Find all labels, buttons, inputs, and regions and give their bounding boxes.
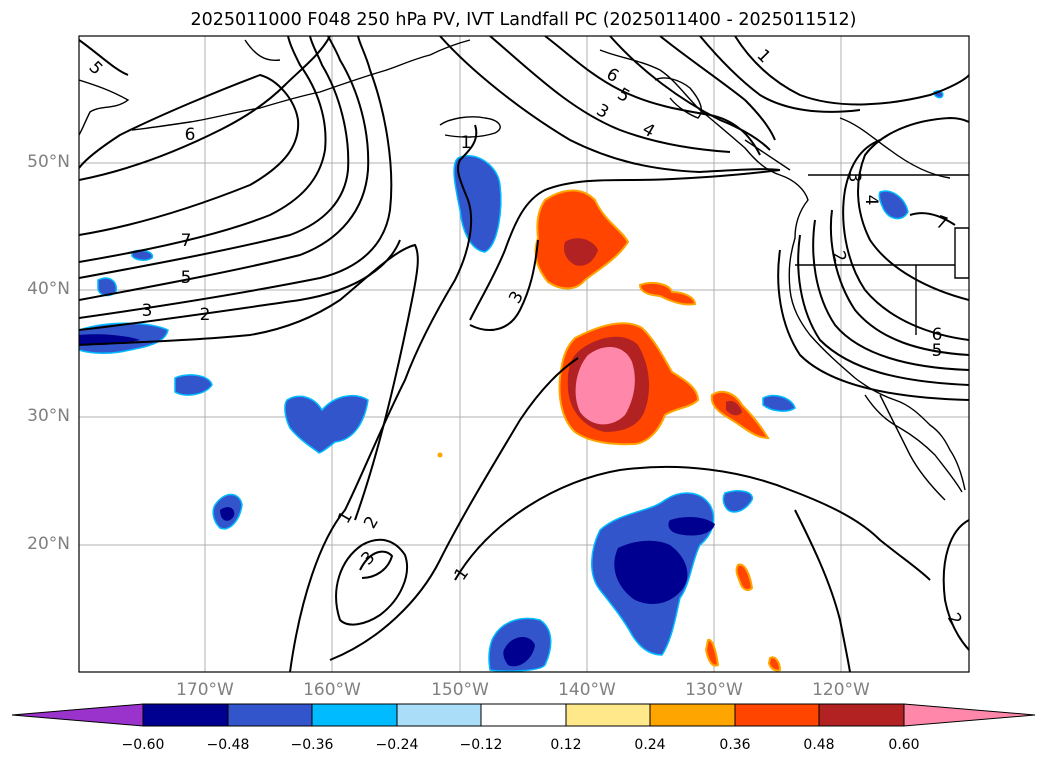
contour-label: 3 bbox=[142, 301, 153, 321]
contour-label: 2 bbox=[828, 249, 850, 265]
colorbar-tick: 0.48 bbox=[803, 737, 835, 753]
colorbar-tick: −0.12 bbox=[459, 737, 503, 753]
contour-label: 1 bbox=[461, 133, 472, 153]
lon-label-160w: 160°W bbox=[303, 680, 361, 700]
negative-pv-shading bbox=[79, 90, 944, 672]
colorbar-cell bbox=[396, 703, 482, 727]
colorbar-cell bbox=[480, 703, 567, 727]
contour-label: 5 bbox=[932, 341, 943, 361]
colorbar bbox=[11, 703, 1036, 727]
colorbar-cell bbox=[142, 703, 229, 727]
contour-label: 2 bbox=[200, 305, 211, 325]
lon-label-120w: 120°W bbox=[812, 680, 870, 700]
contour-label: 7 bbox=[181, 231, 192, 251]
colorbar-tick: 0.12 bbox=[550, 737, 582, 753]
lat-label-30n: 30°N bbox=[27, 406, 70, 426]
gridlines bbox=[79, 36, 969, 672]
colorbar-cell bbox=[649, 703, 736, 727]
map-background bbox=[79, 36, 969, 672]
map-frame bbox=[78, 35, 970, 673]
lon-label-170w: 170°W bbox=[176, 680, 234, 700]
lon-label-150w: 150°W bbox=[431, 680, 489, 700]
colorbar-tick: 0.24 bbox=[634, 737, 666, 753]
colorbar-max-extend bbox=[903, 703, 1036, 727]
colorbar-cell bbox=[311, 703, 398, 727]
contour-label: 5 bbox=[181, 268, 192, 288]
colorbar-cell bbox=[227, 703, 313, 727]
colorbar-tick: −0.24 bbox=[375, 737, 419, 753]
colorbar-tick: −0.60 bbox=[121, 737, 165, 753]
colorbar-tick: 0.36 bbox=[719, 737, 751, 753]
colorbar-cell bbox=[818, 703, 905, 727]
contour-label: 3 bbox=[844, 172, 864, 183]
contour-label: 6 bbox=[932, 325, 943, 345]
colorbar-cell bbox=[565, 703, 651, 727]
contour-label: 4 bbox=[861, 195, 881, 206]
lon-label-140w: 140°W bbox=[558, 680, 616, 700]
lat-label-50n: 50°N bbox=[27, 152, 70, 172]
colorbar-tick: −0.48 bbox=[206, 737, 250, 753]
lat-label-20n: 20°N bbox=[27, 534, 70, 554]
colorbar-min-extend bbox=[11, 703, 144, 727]
chart-title: 2025011000 F048 250 hPa PV, IVT Landfall… bbox=[190, 10, 857, 30]
colorbar-tick: −0.36 bbox=[290, 737, 334, 753]
colorbar-tick: 0.60 bbox=[888, 737, 920, 753]
pv-contours bbox=[79, 36, 969, 672]
positive-pv-shading bbox=[437, 189, 782, 672]
contour-label: 6 bbox=[185, 125, 196, 145]
colorbar-cell bbox=[734, 703, 820, 727]
lon-label-130w: 130°W bbox=[685, 680, 743, 700]
lat-label-40n: 40°N bbox=[27, 279, 70, 299]
